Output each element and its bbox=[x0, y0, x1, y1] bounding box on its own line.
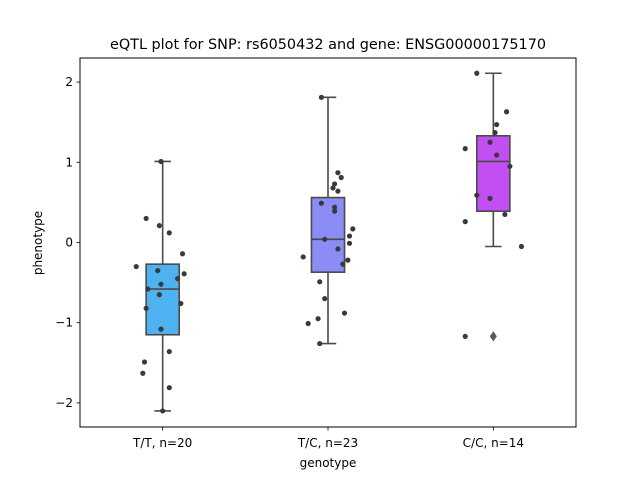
data-point bbox=[341, 310, 348, 316]
data-point bbox=[156, 223, 162, 229]
data-point bbox=[494, 152, 500, 158]
data-point bbox=[143, 215, 149, 222]
y-tick-label: 1 bbox=[65, 155, 73, 169]
y-axis-label: phenotype bbox=[31, 211, 45, 275]
data-point bbox=[322, 236, 328, 242]
y-tick-label: 2 bbox=[65, 75, 73, 89]
box-iqr bbox=[475, 135, 511, 213]
data-point bbox=[462, 219, 468, 225]
data-point bbox=[158, 158, 164, 165]
data-point bbox=[160, 408, 166, 414]
x-tick-label: C/C, n=14 bbox=[463, 436, 524, 450]
data-point bbox=[140, 370, 146, 376]
data-point bbox=[332, 181, 338, 187]
data-point bbox=[155, 267, 161, 274]
data-point bbox=[178, 300, 184, 307]
data-point bbox=[318, 94, 324, 100]
data-point bbox=[166, 348, 172, 355]
data-point bbox=[133, 263, 139, 270]
data-point bbox=[503, 109, 510, 115]
data-point bbox=[158, 326, 164, 332]
data-point bbox=[158, 281, 164, 287]
y-tick-label: −1 bbox=[55, 316, 73, 330]
data-point bbox=[494, 121, 500, 128]
data-point bbox=[174, 275, 181, 282]
data-point bbox=[141, 359, 148, 365]
data-point bbox=[345, 257, 351, 263]
data-point bbox=[330, 185, 336, 191]
chart-title: eQTL plot for SNP: rs6050432 and gene: E… bbox=[110, 37, 546, 53]
outlier-marker bbox=[489, 331, 497, 342]
plot-area: −2 −1 0 1 2 T/T, n=20 T/C, n=23 C/C, n=14 bbox=[55, 70, 525, 450]
data-point bbox=[518, 243, 525, 250]
data-point bbox=[315, 316, 321, 322]
data-point bbox=[335, 246, 341, 252]
data-point bbox=[332, 208, 338, 214]
data-point bbox=[317, 340, 323, 347]
data-point bbox=[474, 192, 480, 198]
y-tick-label: −2 bbox=[55, 396, 73, 410]
y-tick-label: 0 bbox=[65, 236, 73, 250]
data-point bbox=[143, 305, 149, 311]
data-point bbox=[166, 230, 172, 236]
x-axis-label: genotype bbox=[300, 456, 357, 470]
data-point bbox=[340, 261, 346, 267]
data-point bbox=[350, 226, 356, 232]
data-point bbox=[300, 254, 306, 260]
x-tick-label: T/T, n=20 bbox=[132, 436, 192, 450]
data-point bbox=[166, 385, 172, 391]
data-point bbox=[317, 279, 323, 285]
data-point bbox=[346, 233, 353, 239]
plot-frame bbox=[79, 57, 577, 428]
data-point bbox=[181, 271, 187, 277]
data-point bbox=[305, 320, 311, 327]
data-point bbox=[462, 333, 468, 339]
box-iqr bbox=[145, 263, 180, 336]
data-point bbox=[338, 174, 344, 181]
data-point bbox=[318, 200, 324, 206]
data-point bbox=[322, 296, 328, 302]
data-point bbox=[474, 70, 480, 76]
data-point bbox=[335, 188, 341, 194]
data-point bbox=[492, 130, 498, 136]
data-point bbox=[487, 195, 493, 201]
data-point bbox=[179, 251, 186, 257]
x-tick-label: T/C, n=23 bbox=[297, 436, 358, 450]
data-point bbox=[507, 163, 513, 169]
box-iqr bbox=[310, 196, 346, 273]
data-point bbox=[156, 292, 162, 298]
data-point bbox=[487, 139, 493, 145]
data-point bbox=[332, 204, 338, 210]
data-point bbox=[462, 146, 468, 152]
data-point bbox=[335, 170, 341, 176]
data-point bbox=[346, 240, 353, 246]
data-point bbox=[502, 211, 508, 218]
data-point bbox=[145, 286, 151, 292]
